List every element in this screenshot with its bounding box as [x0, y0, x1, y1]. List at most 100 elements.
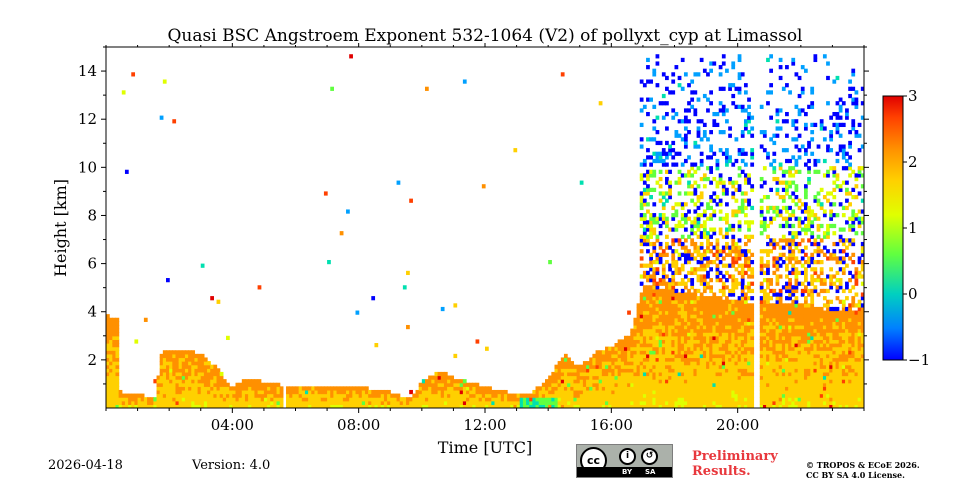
- heatmap-cell: [485, 389, 489, 395]
- heatmap-cell: [734, 335, 739, 341]
- heatmap-cell: [696, 328, 701, 333]
- heatmap-cell: [668, 245, 672, 250]
- heatmap-cell: [614, 393, 619, 398]
- heatmap-cell: [728, 292, 732, 297]
- heatmap-cell: [639, 202, 644, 207]
- heatmap-cell: [203, 400, 208, 405]
- heatmap-cell: [611, 371, 616, 377]
- heatmap-cell: [652, 332, 657, 337]
- heatmap-cell: [845, 371, 849, 377]
- heatmap-cell: [838, 299, 843, 304]
- heatmap-cell: [668, 324, 672, 330]
- heatmap-cell: [639, 364, 644, 369]
- heatmap-cell: [661, 191, 666, 196]
- heatmap-cell: [737, 205, 742, 211]
- heatmap-cell: [848, 375, 852, 380]
- heatmap-cell: [835, 306, 840, 312]
- heatmap-cell: [829, 382, 834, 387]
- heatmap-cell: [772, 166, 777, 171]
- heatmap-cell: [143, 400, 148, 405]
- heatmap-cell: [743, 270, 748, 276]
- heatmap-cell: [803, 364, 808, 369]
- heatmap-cell: [311, 393, 316, 398]
- heatmap-cell: [838, 202, 843, 207]
- heatmap-cell: [605, 393, 609, 398]
- heatmap-cell: [191, 350, 196, 355]
- heatmap-cell: [706, 296, 710, 301]
- heatmap-cell: [639, 343, 644, 348]
- heatmap-cell: [428, 400, 432, 405]
- heatmap-cell: [646, 184, 650, 189]
- heatmap-cell: [172, 350, 177, 355]
- heatmap-cell: [608, 371, 612, 377]
- heatmap-cell: [747, 198, 751, 203]
- heatmap-cell: [841, 324, 846, 330]
- heatmap-cell: [737, 317, 742, 322]
- heatmap-cell: [785, 379, 789, 384]
- heatmap-cell: [459, 379, 464, 384]
- heatmap-cell: [788, 296, 792, 301]
- heatmap-cell: [816, 202, 821, 207]
- heatmap-cell: [194, 364, 199, 369]
- heatmap-cell: [658, 256, 663, 261]
- heatmap-cell: [175, 382, 180, 387]
- heatmap-cell: [696, 317, 701, 322]
- heatmap-cell: [810, 386, 815, 391]
- heatmap-cell: [346, 400, 350, 405]
- heatmap-cell: [333, 389, 338, 395]
- heatmap-cell: [734, 400, 739, 405]
- heatmap-cell: [677, 339, 682, 344]
- heatmap-cell: [794, 321, 799, 326]
- heatmap-cell: [106, 357, 110, 362]
- heatmap-cell: [551, 393, 556, 398]
- heatmap-cell: [668, 263, 672, 268]
- heatmap-cell: [794, 158, 799, 164]
- heatmap-cell: [766, 101, 770, 106]
- heatmap-cell: [696, 393, 701, 398]
- heatmap-cell: [778, 296, 783, 301]
- heatmap-cell: [642, 332, 647, 337]
- heatmap-cell: [687, 332, 691, 337]
- heatmap-cell: [538, 389, 543, 395]
- heatmap-cell: [134, 400, 139, 405]
- heatmap-cell: [674, 324, 679, 330]
- heatmap-cell: [620, 397, 625, 402]
- heatmap-cell: [702, 223, 707, 229]
- heatmap-cell: [661, 335, 666, 341]
- heatmap-cell: [172, 361, 177, 366]
- heatmap-cell: [674, 343, 679, 348]
- heatmap-cell: [270, 393, 274, 398]
- heatmap-cell: [785, 375, 789, 380]
- heatmap-cell: [418, 397, 423, 402]
- heatmap-cell: [191, 353, 196, 359]
- heatmap-cell: [740, 299, 745, 304]
- heatmap-cell: [788, 288, 792, 294]
- heatmap-cell: [725, 278, 729, 283]
- heatmap-cell: [166, 382, 170, 387]
- heatmap-cell: [658, 382, 663, 387]
- heatmap-cell: [567, 379, 571, 384]
- heatmap-cell: [785, 350, 789, 355]
- heatmap-cell: [712, 368, 717, 373]
- heatmap-cell: [178, 386, 183, 391]
- heatmap-cell: [816, 241, 821, 247]
- heatmap-cell: [431, 379, 436, 384]
- heatmap-cell: [810, 223, 815, 229]
- heatmap-cell: [803, 252, 808, 257]
- heatmap-cell: [725, 335, 729, 341]
- heatmap-cell: [207, 361, 211, 366]
- heatmap-cell: [800, 227, 805, 232]
- heatmap-cell: [661, 386, 666, 391]
- heatmap-cell: [112, 404, 117, 408]
- heatmap-cell: [838, 357, 843, 362]
- heatmap-cell: [819, 281, 824, 286]
- heatmap-cell: [788, 357, 792, 362]
- heatmap-cell: [835, 256, 840, 261]
- heatmap-cell: [734, 252, 739, 257]
- heatmap-cell: [655, 216, 660, 221]
- heatmap-cell: [248, 386, 252, 391]
- heatmap-cell: [794, 241, 799, 247]
- heatmap-cell: [715, 400, 720, 405]
- heatmap-cell: [797, 241, 802, 247]
- heatmap-cell: [614, 397, 619, 402]
